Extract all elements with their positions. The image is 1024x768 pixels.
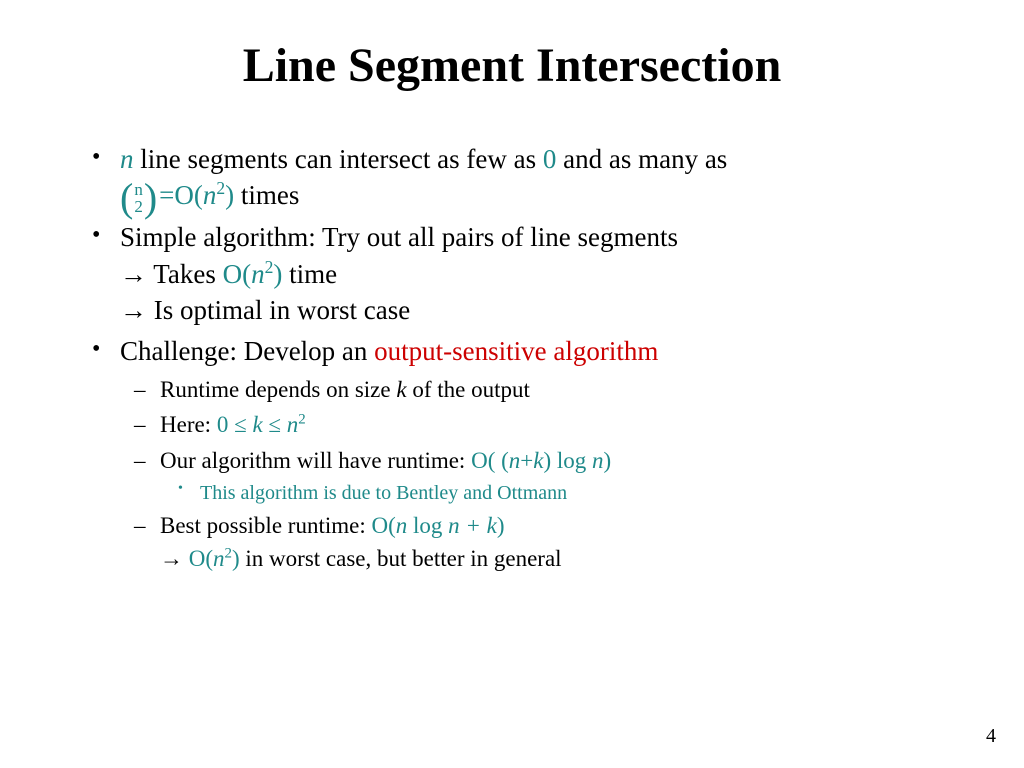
- var-n: n: [203, 180, 217, 210]
- text: Simple algorithm: Try out all pairs of l…: [120, 222, 678, 252]
- arrow-icon: →: [120, 259, 147, 289]
- expr: O( (: [471, 448, 509, 473]
- page-number: 4: [986, 725, 996, 748]
- close: ): [497, 513, 505, 538]
- eq: =O(: [159, 180, 203, 210]
- var-n: n: [509, 448, 521, 473]
- sup-2: 2: [225, 546, 232, 562]
- text: Runtime depends on size: [160, 377, 396, 402]
- zero: 0: [217, 412, 229, 437]
- text: line segments can intersect as few as: [134, 144, 543, 174]
- arrow-icon: →: [120, 295, 147, 325]
- sub-2: Here: 0 ≤ k ≤ n2: [160, 408, 954, 441]
- le: ≤: [263, 412, 287, 437]
- lparen-icon: (: [120, 182, 133, 214]
- bullet-1: n line segments can intersect as few as …: [120, 141, 954, 215]
- text: Is optimal in worst case: [147, 295, 410, 325]
- slide-title: Line Segment Intersection: [70, 38, 954, 93]
- zero: 0: [543, 144, 557, 174]
- slide: Line Segment Intersection n line segment…: [0, 0, 1024, 610]
- plus: +: [460, 513, 487, 538]
- le: ≤: [228, 412, 252, 437]
- var-n: n: [120, 144, 134, 174]
- subsub-1: This algorithm is due to Bentley and Ott…: [200, 479, 954, 507]
- text: Challenge: Develop an: [120, 336, 374, 366]
- bullet-list: n line segments can intersect as few as …: [70, 141, 954, 576]
- text: Best possible runtime:: [160, 513, 371, 538]
- binom-top: n: [134, 181, 143, 198]
- emphasis: output-sensitive algorithm: [374, 336, 658, 366]
- binom-stack: n 2: [133, 181, 144, 215]
- var-k: k: [252, 412, 262, 437]
- text: and as many as: [556, 144, 727, 174]
- open: O(: [371, 513, 395, 538]
- plus: +: [520, 448, 533, 473]
- mid: ) log: [543, 448, 592, 473]
- bigO: O(: [223, 259, 252, 289]
- var-n: n: [287, 412, 299, 437]
- text: Our algorithm will have runtime:: [160, 448, 471, 473]
- var-k: k: [396, 377, 406, 402]
- subsub-list: This algorithm is due to Bentley and Ott…: [160, 479, 954, 507]
- log: log: [407, 513, 448, 538]
- wopen: O(: [183, 546, 213, 571]
- sup-2: 2: [298, 412, 305, 428]
- var-n: n: [396, 513, 408, 538]
- text: Takes: [147, 259, 223, 289]
- binom-bot: 2: [134, 198, 143, 215]
- var-n: n: [448, 513, 460, 538]
- bullet-3: Challenge: Develop an output-sensitive a…: [120, 333, 954, 576]
- wclose: ): [232, 546, 240, 571]
- sub-3: Our algorithm will have runtime: O( (n+k…: [160, 444, 954, 507]
- sub-list: Runtime depends on size k of the output …: [120, 373, 954, 576]
- bullet-2: Simple algorithm: Try out all pairs of l…: [120, 219, 954, 328]
- rparen-icon: ): [144, 182, 157, 214]
- arrow-icon: →: [160, 545, 183, 571]
- text: in worst case, but better in general: [240, 546, 562, 571]
- sub-4: Best possible runtime: O(n log n + k) → …: [160, 509, 954, 576]
- text: times: [234, 180, 299, 210]
- close: ): [604, 448, 612, 473]
- var-k: k: [533, 448, 543, 473]
- sub-1: Runtime depends on size k of the output: [160, 373, 954, 406]
- text: Here:: [160, 412, 217, 437]
- text: of the output: [407, 377, 530, 402]
- var-n: n: [251, 259, 265, 289]
- close: ): [225, 180, 234, 210]
- sup-2: 2: [216, 178, 225, 198]
- binomial-icon: ( n 2 ): [120, 181, 157, 215]
- var-n: n: [592, 448, 604, 473]
- var-n: n: [213, 546, 225, 571]
- var-k: k: [487, 513, 497, 538]
- text: time: [282, 259, 337, 289]
